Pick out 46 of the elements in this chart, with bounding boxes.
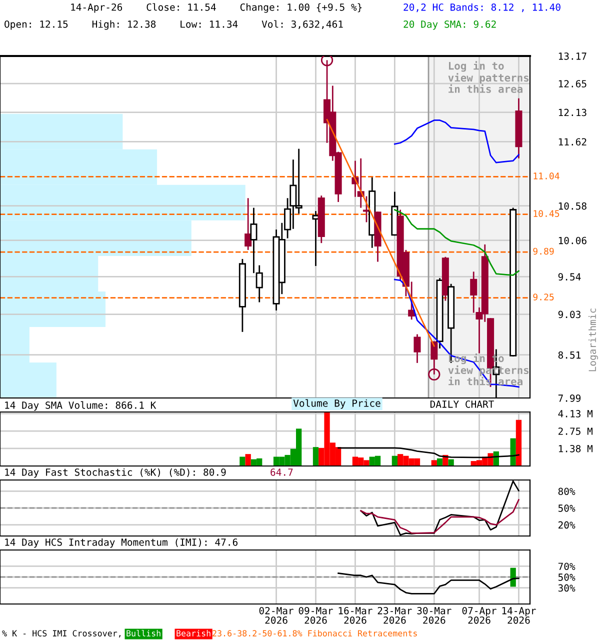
y-tick-label: 9.03: [558, 310, 580, 318]
y-tick-label: 8.51: [558, 351, 581, 359]
y-tick-label: 11.62: [558, 138, 586, 146]
y-tick-label: 12.65: [558, 80, 586, 88]
y-tick-label: 70%: [558, 562, 576, 570]
y-tick-label: 10.58: [558, 202, 586, 210]
y-tick-label: 10.06: [558, 236, 586, 244]
ref-line-label: 10.45: [534, 210, 560, 217]
x-tick-label: 23-Mar 2026: [378, 607, 412, 624]
text: % K - HCS IMI Crossover,: [2, 630, 120, 638]
y-tick-label: 50%: [558, 574, 576, 581]
text: 23.6-38.2-50-61.8% Fibonacci Retracements: [212, 630, 417, 636]
text: 20 Day SMA: 9.62: [404, 20, 496, 30]
y-tick-label: 7.99: [558, 394, 581, 402]
y-axis-title: Logarithmic: [588, 308, 598, 372]
chart-subtitle: 64.7: [270, 468, 293, 476]
x-tick-label: 09-Mar 2026: [298, 607, 333, 624]
y-tick-label: 2.75 M: [558, 428, 592, 435]
text: DAILY CHART: [430, 400, 494, 408]
y-tick-label: 30%: [558, 584, 576, 592]
x-tick-label: 16-Mar 2026: [338, 607, 372, 624]
chart-title: 14 Day HCS Intraday Momentum (IMI): 47.6: [5, 538, 238, 548]
text: Bearish: [176, 630, 210, 636]
text: Volume By Price: [293, 399, 380, 409]
ref-line-label: 11.04: [534, 172, 560, 180]
x-tick-label: 14-Apr 2026: [502, 607, 536, 624]
y-tick-label: 4.13 M: [558, 410, 592, 418]
chart-title: 14 Day SMA Volume: 866.1 K: [5, 401, 156, 411]
chart-title: 14 Day Fast Stochastic (%K) (%D): 80.9: [5, 468, 226, 478]
y-tick-label: 1.38 M: [558, 444, 592, 452]
y-tick-label: 12.13: [558, 108, 586, 116]
y-tick-label: 50%: [558, 504, 576, 512]
y-tick-label: 20%: [558, 521, 576, 529]
text: 20,2 HC Bands: 8.12 , 11.40: [404, 3, 560, 12]
annotation: Log in to view patterns in this area: [448, 61, 529, 93]
ref-line-label: 9.89: [533, 248, 554, 255]
chart-title: 14-Apr-26 Close: 11.54 Change: 1.00 {+9.5 %}: [71, 3, 362, 13]
x-tick-label: 02-Mar 2026: [259, 607, 294, 624]
chart-subtitle: Open: 12.15 High: 12.38 Low: 11.34 Vol: 3,632,461: [4, 20, 343, 30]
text: Bullish: [126, 630, 160, 636]
x-tick-label: 07-Apr 2026: [462, 607, 496, 624]
y-tick-label: 80%: [558, 488, 576, 496]
y-tick-label: 13.17: [558, 52, 586, 60]
y-tick-label: 9.54: [558, 273, 581, 281]
ref-line-label: 9.25: [533, 294, 554, 300]
x-tick-label: 30-Mar 2026: [417, 607, 452, 624]
